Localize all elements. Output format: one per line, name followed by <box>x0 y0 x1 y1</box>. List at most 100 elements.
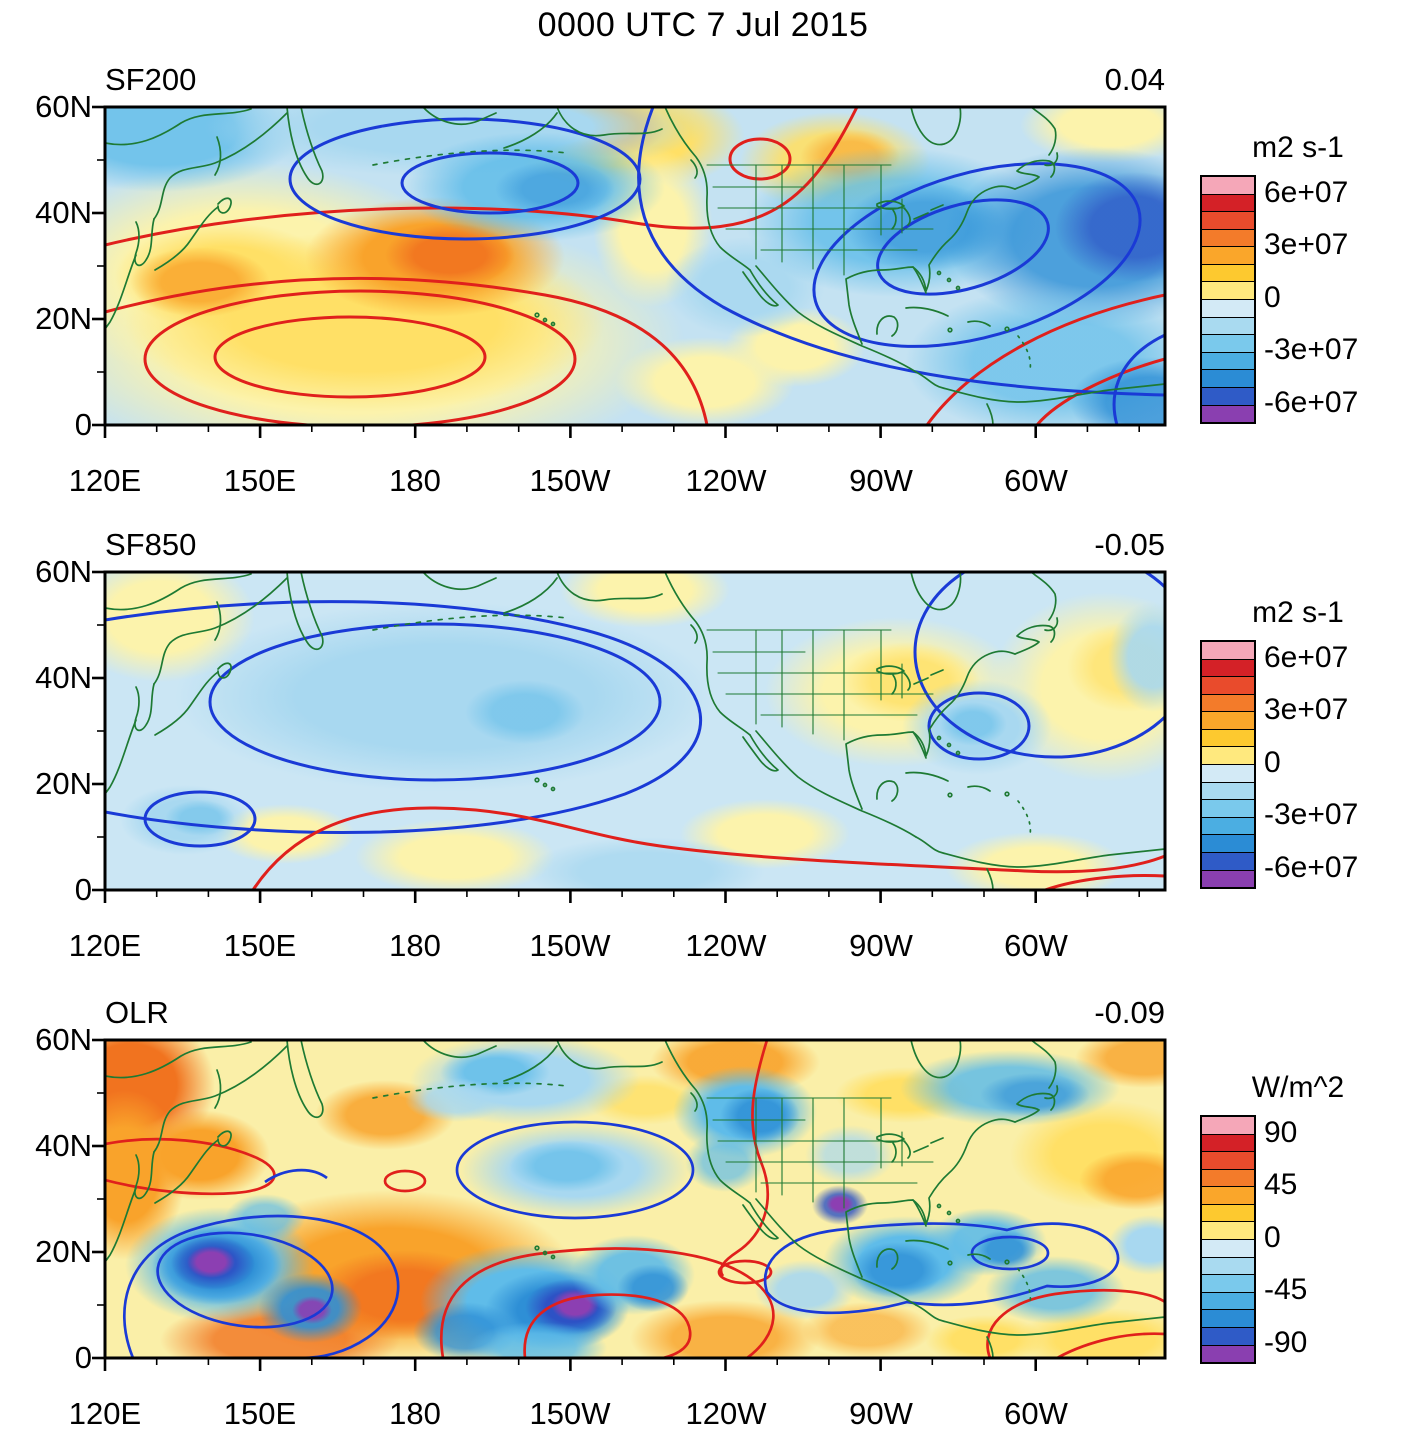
panel-olr-corner-value: -0.09 <box>1094 995 1165 1030</box>
colorbar-cell <box>1202 300 1254 318</box>
y-tick-label: 20N <box>35 1234 92 1269</box>
colorbar-cell <box>1202 694 1254 713</box>
colorbar-cell <box>1202 835 1254 853</box>
colorbar-cell <box>1202 1187 1254 1205</box>
map-sf850 <box>90 570 1167 905</box>
colorbar-cell <box>1202 335 1254 353</box>
colorbar-tick-label: -90 <box>1264 1326 1308 1359</box>
panel-sf850-label: SF850 <box>105 527 197 562</box>
colorbar-tick-label: -3e+07 <box>1264 333 1359 366</box>
x-tick-label: 180 <box>389 1396 441 1431</box>
x-tick-label: 90W <box>849 463 913 498</box>
colorbar-olr <box>1200 1115 1256 1364</box>
colorbar-cell <box>1202 765 1254 783</box>
figure-title: 0000 UTC 7 Jul 2015 <box>537 6 869 44</box>
y-tick-label: 20N <box>35 766 92 801</box>
colorbar-cell <box>1202 264 1254 283</box>
colorbar-cell <box>1202 1169 1254 1188</box>
colorbar-units-sf200: m2 s-1 <box>1252 131 1344 164</box>
x-tick-label: 60W <box>1004 1396 1068 1431</box>
axis-frame <box>103 1038 1167 1360</box>
colorbar-cell <box>1202 677 1254 695</box>
colorbar-cell <box>1202 282 1254 301</box>
x-tick-label: 180 <box>389 928 441 963</box>
colorbar-cell <box>1202 387 1254 406</box>
y-tick-label: 60N <box>35 89 92 124</box>
colorbar-cell <box>1202 817 1254 836</box>
colorbar-cell <box>1202 712 1254 730</box>
colorbar-tick-label: 6e+07 <box>1264 641 1349 674</box>
y-tick-label: 40N <box>35 1128 92 1163</box>
x-tick-label: 90W <box>849 1396 913 1431</box>
colorbar-cell <box>1202 317 1254 336</box>
x-tick-label: 150W <box>529 1396 611 1431</box>
colorbar-cell <box>1202 782 1254 801</box>
y-tick-label: 40N <box>35 195 92 230</box>
colorbar-tick-label: 3e+07 <box>1264 693 1349 726</box>
colorbar-cell <box>1202 1222 1254 1241</box>
y-tick-label: 0 <box>74 872 92 907</box>
x-tick-label: 180 <box>389 463 441 498</box>
panel-sf200-corner-value: 0.04 <box>1104 62 1165 97</box>
colorbar-cell <box>1202 1152 1254 1170</box>
colorbar-cell <box>1202 1310 1254 1328</box>
colorbar-cell <box>1202 1204 1254 1223</box>
sf200-negative-contours <box>288 107 1165 425</box>
x-tick-label: 60W <box>1004 928 1068 963</box>
x-tick-label: 120E <box>68 928 142 963</box>
map-olr <box>90 1038 1167 1373</box>
x-tick-label: 120W <box>685 463 767 498</box>
colorbar-cell <box>1202 1134 1254 1153</box>
colorbar-cell <box>1202 729 1254 748</box>
panel-olr-label: OLR <box>105 995 169 1030</box>
colorbar-units-olr: W/m^2 <box>1251 1071 1345 1104</box>
colorbar-tick-label: 90 <box>1264 1116 1298 1149</box>
colorbar-tick-label: 0 <box>1264 1221 1281 1254</box>
colorbar-tick-label: -3e+07 <box>1264 798 1359 831</box>
y-tick-label: 60N <box>35 554 92 589</box>
panel-sf850-header: SF850 -0.05 <box>105 527 1165 563</box>
y-tick-label: 0 <box>74 407 92 442</box>
colorbar-cell <box>1202 852 1254 871</box>
x-tick-label: 150W <box>529 463 611 498</box>
map-sf200 <box>90 105 1167 440</box>
colorbar-cell <box>1202 642 1254 660</box>
colorbar-tick-label: 3e+07 <box>1264 228 1349 261</box>
olr-negative-contours <box>123 1120 1120 1358</box>
axis-frame <box>103 105 1167 427</box>
y-tick-label: 0 <box>74 1340 92 1375</box>
panel-sf200-header: SF200 0.04 <box>105 62 1165 98</box>
panel-sf850-corner-value: -0.05 <box>1094 527 1165 562</box>
colorbar-cell <box>1202 800 1254 818</box>
colorbar-tick-label: -6e+07 <box>1264 386 1359 419</box>
colorbar-cell <box>1202 177 1254 195</box>
colorbar-cell <box>1202 352 1254 371</box>
sf850-negative-contours <box>105 572 1165 848</box>
colorbar-tick-label: 45 <box>1264 1168 1298 1201</box>
colorbar-cell <box>1202 1275 1254 1293</box>
colorbar-cell <box>1202 194 1254 213</box>
sf200-fill-field <box>105 107 1165 425</box>
x-tick-label: 60W <box>1004 463 1068 498</box>
x-tick-label: 150W <box>529 928 611 963</box>
colorbar-units-sf850: m2 s-1 <box>1252 596 1344 629</box>
panel-sf200-label: SF200 <box>105 62 197 97</box>
colorbar-cell <box>1202 1257 1254 1276</box>
colorbar-tick-label: -45 <box>1264 1273 1308 1306</box>
colorbar-tick-label: -6e+07 <box>1264 851 1359 884</box>
colorbar-cell <box>1202 247 1254 265</box>
colorbar-sf200 <box>1200 175 1256 424</box>
x-tick-label: 120E <box>68 1396 142 1431</box>
olr-fill-field <box>105 1040 1165 1358</box>
colorbar-cell <box>1202 229 1254 248</box>
colorbar-tick-label: 6e+07 <box>1264 176 1349 209</box>
y-tick-label: 60N <box>35 1022 92 1057</box>
colorbar-sf850 <box>1200 640 1256 889</box>
colorbar-cell <box>1202 212 1254 230</box>
colorbar-cell <box>1202 1327 1254 1346</box>
x-tick-label: 150E <box>223 928 297 963</box>
sf850-positive-contours <box>251 806 1165 890</box>
sf850-fill-field <box>105 572 1165 890</box>
panel-olr-header: OLR -0.09 <box>105 995 1165 1031</box>
